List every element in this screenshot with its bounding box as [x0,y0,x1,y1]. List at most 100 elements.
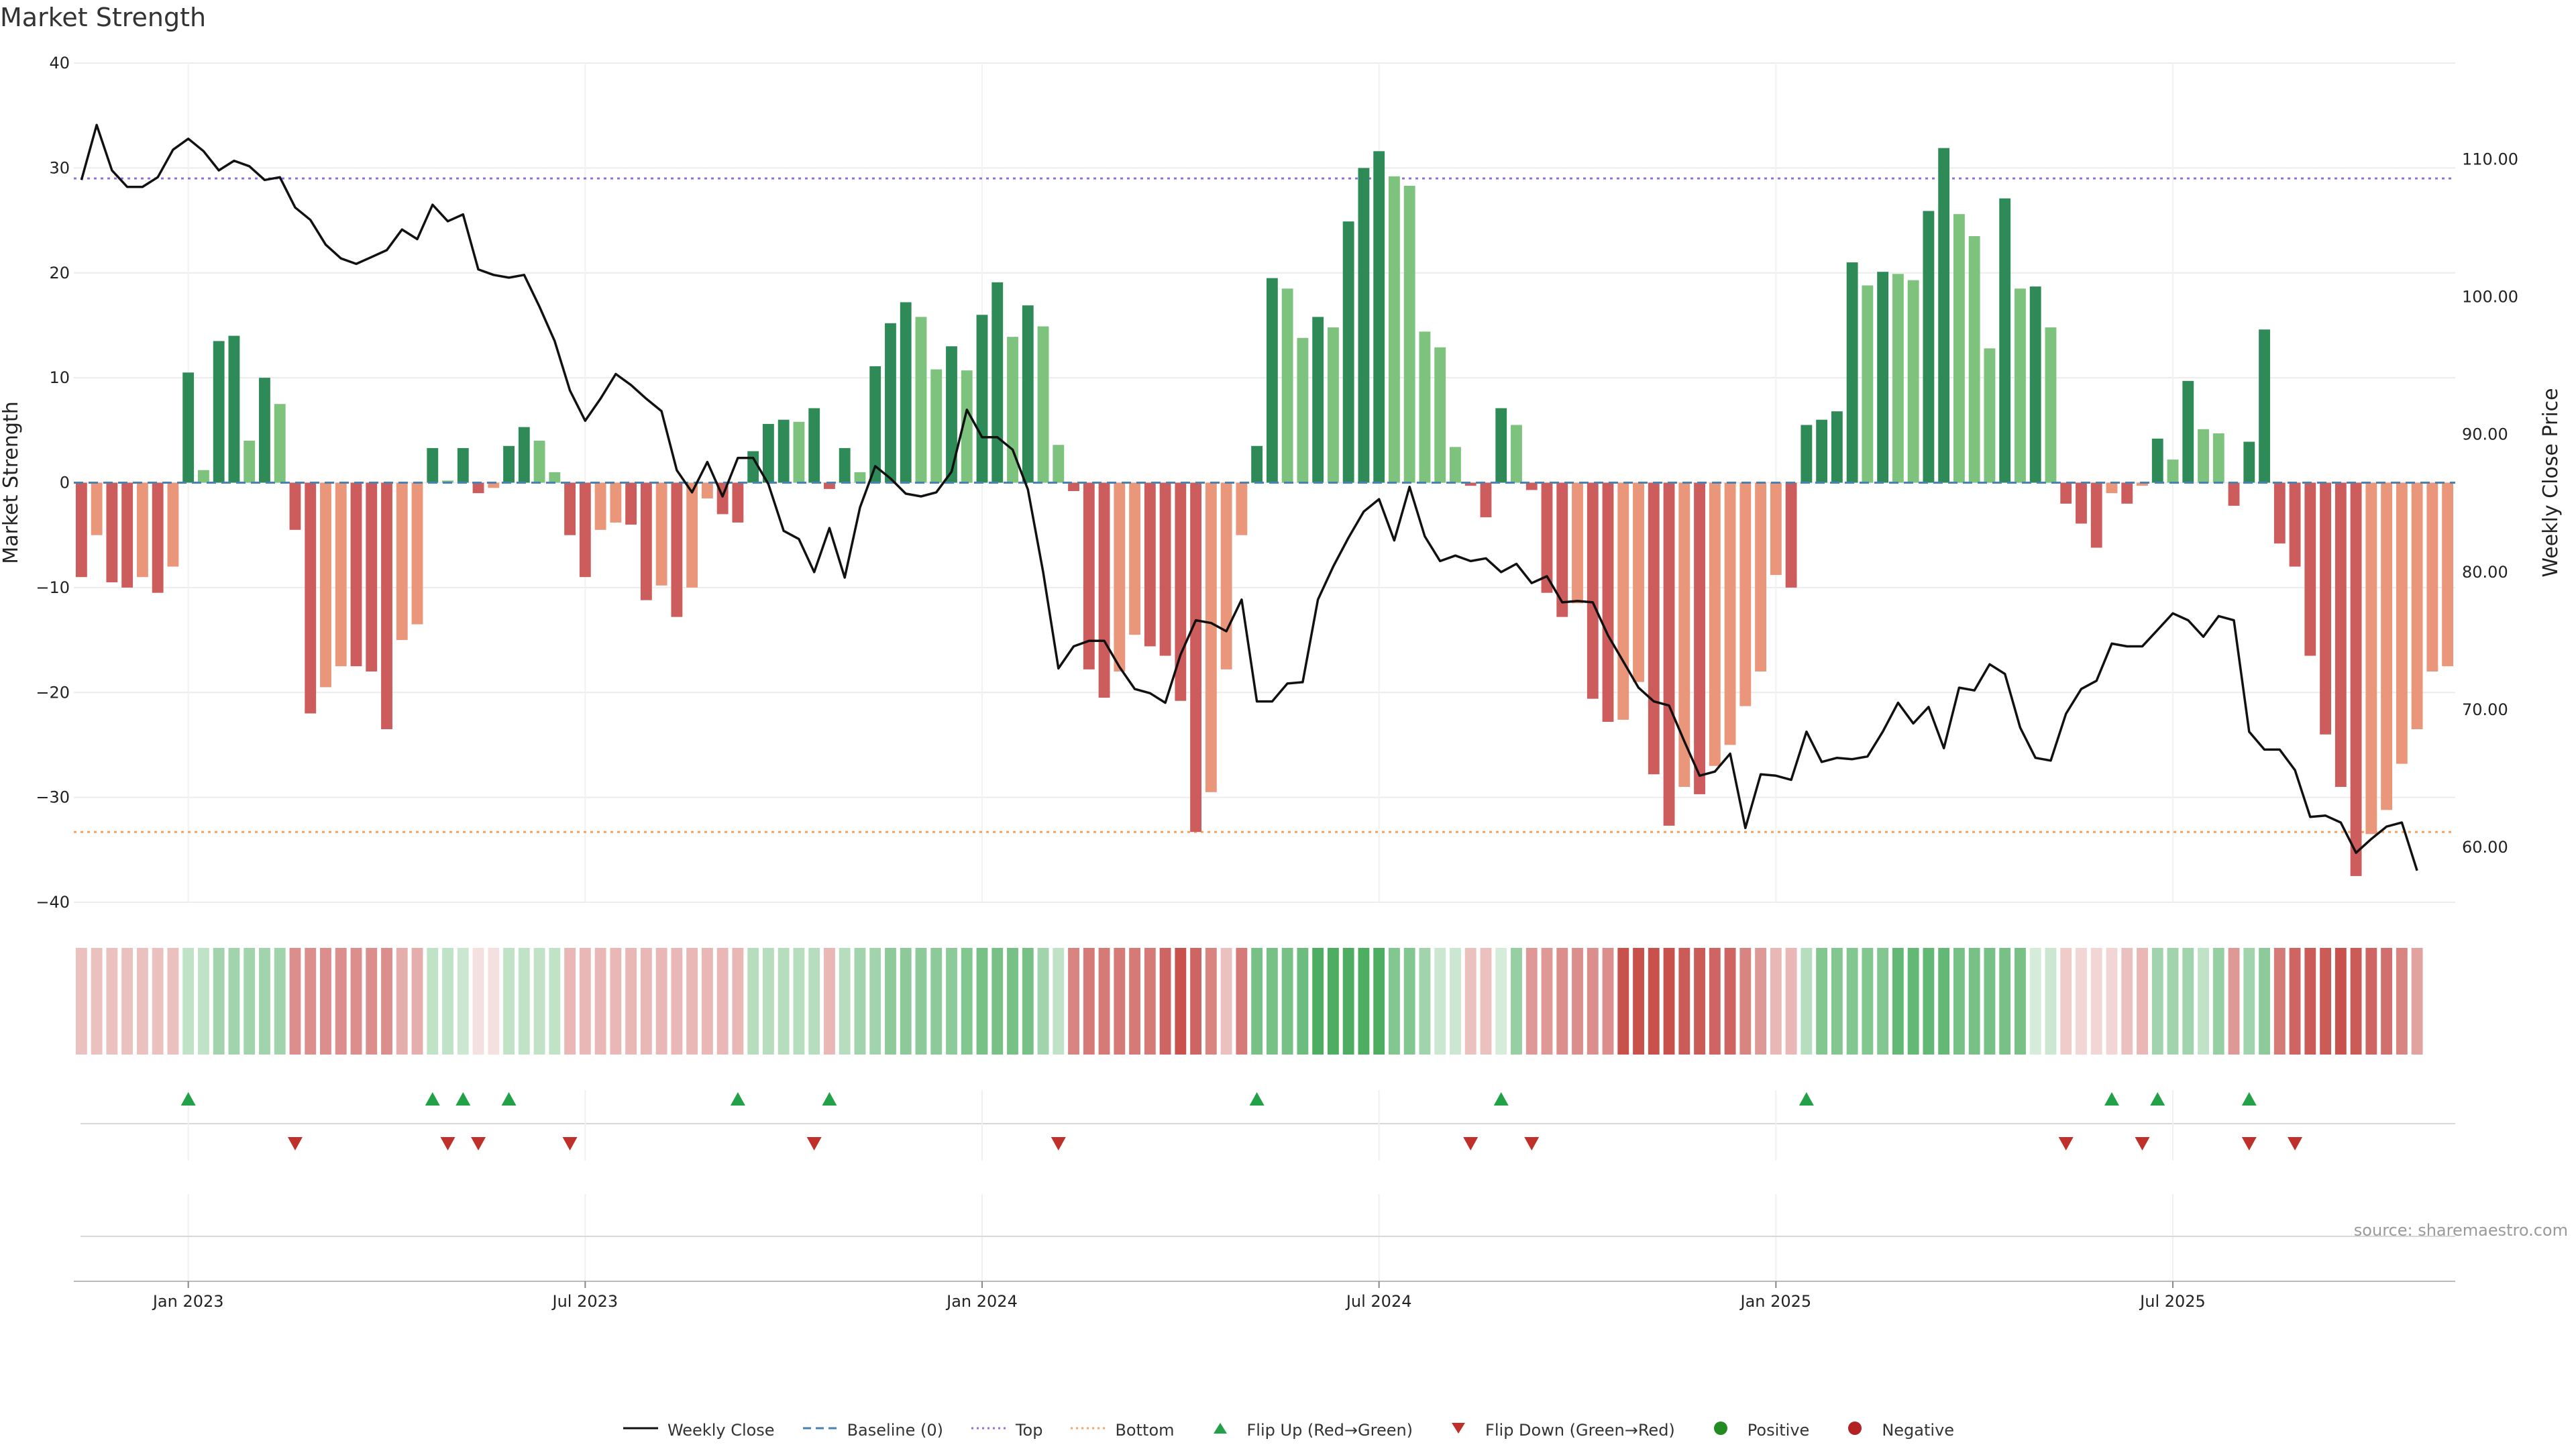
heat-cell [1587,948,1599,1055]
strength-bar [1877,272,1889,483]
heat-cell [686,948,698,1055]
strength-bar [182,372,195,483]
strength-bar [839,447,851,483]
strength-bar [305,482,317,714]
strength-bar [1389,176,1400,483]
heat-cell [1511,948,1522,1055]
heat-cell [2350,948,2362,1055]
flip-down-marker [1463,1137,1479,1150]
flip-up-marker [501,1092,517,1106]
heat-cell [1984,948,1996,1055]
strength-bar [2137,482,2148,486]
strength-bar [2396,482,2408,764]
legend-item: Baseline (0) [802,1421,943,1440]
strength-bar [503,445,515,483]
strength-bar [2259,329,2270,483]
heat-cell [946,948,957,1055]
heat-cell [1159,948,1171,1055]
heat-cell [1419,948,1431,1055]
strength-bar [167,482,179,567]
strength-bar [1923,211,1935,483]
strength-bar [900,302,912,483]
heat-cell [2289,948,2301,1055]
strength-bar [442,480,453,483]
strength-bar [1205,482,1217,792]
heat-cell [381,948,392,1055]
strength-bar [1419,331,1431,483]
heat-cell [396,948,408,1055]
strength-bar [1022,305,1034,483]
heat-cell [716,948,729,1055]
heat-cell [1953,948,1965,1055]
y2-tick-label: 70.00 [2462,700,2508,719]
legend-dot-neg-icon [1836,1421,1874,1440]
strength-bar [1968,236,1980,483]
legend-item: Flip Up (Red→Green) [1201,1421,1413,1440]
strength-bar [2060,482,2072,504]
heat-cell [1007,948,1018,1055]
strength-bar [701,482,713,498]
strength-bar [2289,482,2301,567]
flip-down-marker [2241,1137,2257,1150]
strength-bar [2350,482,2362,876]
strength-bar [320,482,331,688]
heat-cell [274,948,286,1055]
y-axis-label: Market Strength [0,401,23,564]
heat-cell [900,948,912,1055]
heat-cell [75,948,87,1055]
y-tick-label: 20 [49,264,70,282]
y-tick-label: −10 [36,578,70,597]
heat-cell [2228,948,2240,1055]
heat-cell [579,948,591,1055]
strength-bar [579,482,591,578]
heat-cell [1037,948,1049,1055]
heat-cell [1694,948,1705,1055]
legend-tri-up-icon [1201,1421,1239,1440]
flip-up-marker [455,1092,471,1106]
heat-cell [824,948,835,1055]
legend-dash-baseline-icon [802,1421,839,1440]
heat-cell [1923,948,1935,1055]
strength-bar [2106,482,2118,494]
heat-cell [1556,948,1568,1055]
heat-cell [762,948,774,1055]
strength-bar [1617,482,1629,720]
heat-cell [1602,948,1614,1055]
strength-bar [198,470,209,483]
strength-bar [1556,482,1568,617]
heat-cell [1678,948,1690,1055]
strength-bar [1953,214,1965,483]
strength-bar [518,427,530,483]
y2-tick-label: 80.00 [2462,563,2508,582]
legend-item: Negative [1836,1421,1954,1440]
heat-cell [2106,948,2118,1055]
heat-cell [854,948,866,1055]
strength-bar [411,482,423,625]
heat-cell [91,948,103,1055]
heat-cell [991,948,1004,1055]
strength-bar [1403,185,1415,483]
source-note: source: sharemaestro.com [2353,1221,2568,1240]
x-tick-label: Jul 2025 [2139,1292,2206,1311]
chart-legend: Weekly Close Baseline (0) Top Bottom Flip Up… [0,1421,2576,1440]
heat-cell [549,948,561,1055]
heat-cell [1877,948,1889,1055]
strength-bar [1587,482,1599,699]
heat-cell [2060,948,2072,1055]
strength-bar [1464,482,1477,486]
strength-bar [1450,447,1461,483]
heat-cell [1724,948,1736,1055]
heat-cell [671,948,683,1055]
y-tick-label: −30 [36,788,70,807]
heat-cell [808,948,820,1055]
strength-bar [2334,482,2347,787]
strength-bar [350,482,362,667]
strength-bar [75,482,87,578]
strength-bar [335,482,347,667]
flip-down-marker [440,1137,455,1150]
heat-cell [1266,948,1278,1055]
heat-cell [777,948,790,1055]
strength-bar [1694,482,1705,794]
y2-tick-label: 90.00 [2462,425,2508,444]
